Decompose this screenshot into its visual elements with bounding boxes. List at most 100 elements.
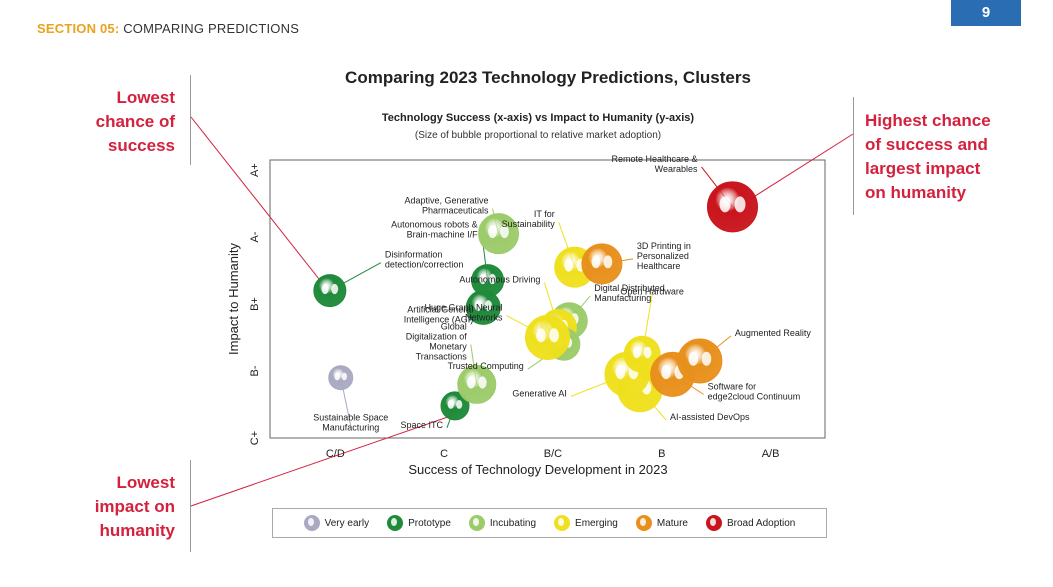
bubble [478, 213, 520, 255]
bubble-highlight [688, 351, 699, 366]
bubble-body [707, 181, 758, 233]
bubble-label: Software for edge2cloud Continuum [708, 381, 801, 401]
bubble-body [465, 289, 501, 325]
y-tick-label: A+ [249, 163, 261, 177]
legend-label: Prototype [408, 517, 451, 529]
bubble-highlight [456, 399, 463, 409]
legend-label: Mature [656, 517, 688, 529]
legend-swatch [303, 515, 320, 531]
bubble-highlight [331, 283, 339, 295]
legend-item: Emerging [554, 515, 618, 531]
bubble-highlight [549, 328, 559, 343]
bubble-highlight [488, 273, 496, 285]
bubble-highlight [564, 258, 574, 272]
legend-swatch [468, 515, 485, 531]
bubble-highlight [632, 346, 641, 359]
bubble [465, 289, 501, 325]
y-tick-labels: C+ B- B+ A- A+ [249, 163, 261, 445]
bubbles [313, 181, 758, 421]
section-number: SECTION 05: [37, 21, 120, 36]
bubble-body [677, 338, 723, 384]
bubble [328, 365, 354, 391]
bubble-highlight [334, 372, 340, 381]
bubble [707, 181, 758, 233]
bubble-body [328, 365, 354, 391]
legend-item: Mature [635, 515, 688, 531]
bubble-highlight [536, 328, 546, 343]
bubble-label: Huge Graph Neural Networks [424, 303, 503, 323]
bubble-label: Adaptive, Generative Pharmaceuticals [404, 196, 489, 216]
callout-divider [190, 460, 191, 552]
bubble-highlight [719, 196, 731, 213]
callout-line: impact on [94, 497, 175, 516]
callout-divider [853, 97, 854, 215]
legend-item: Very early [303, 515, 369, 531]
x-tick-labels: C/D C B/C B A/B [326, 448, 780, 460]
bubble [457, 364, 497, 404]
bubble-label: Remote Healthcare & Wearables [611, 154, 698, 174]
bubble-body [478, 213, 520, 255]
x-tick-label: C/D [326, 448, 345, 460]
bubble-highlight [321, 283, 329, 295]
bubble-body [457, 364, 497, 404]
bubble-highlight [734, 196, 746, 213]
bubble [525, 315, 570, 361]
chart-title: Comparing 2023 Technology Predictions, C… [345, 68, 751, 87]
chart-note: (Size of bubble proportional to relative… [415, 130, 661, 141]
bubble [677, 338, 723, 384]
bubble-label: Artificial General Intelligence (AGI) [404, 304, 474, 324]
bubble-label: Sustainable Space Manufacturing [313, 413, 388, 433]
legend-item: Incubating [468, 515, 537, 531]
callout-line: Lowest [116, 473, 175, 492]
page-number: 9 [951, 0, 1021, 26]
bubble-label: AI-assisted DevOps [670, 412, 750, 422]
callout-connectors [190, 116, 854, 507]
callout-line: success [107, 136, 175, 155]
bubble-highlight [615, 365, 626, 380]
x-tick-label: B/C [544, 448, 562, 460]
bubble-highlight [701, 351, 712, 366]
x-axis-label: Success of Technology Development in 202… [408, 462, 667, 477]
legend-swatch [554, 515, 571, 531]
legend-item: Prototype [387, 515, 451, 531]
legend-swatch [705, 515, 722, 531]
callout-line: humanity [99, 521, 175, 540]
bubble-highlight [603, 255, 613, 269]
section-title: COMPARING PREDICTIONS [123, 21, 300, 36]
legend-label: Emerging [575, 517, 618, 529]
bubble-highlight [488, 225, 497, 239]
y-tick-label: B- [249, 365, 261, 376]
bubble-labels: Disinformation detection/correction Autono… [313, 154, 811, 433]
bubble-label: Trusted Computing [448, 361, 524, 371]
legend-label: Broad Adoption [726, 517, 796, 529]
bubble-label: 3D Printing in Personalized Healthcare [637, 241, 691, 271]
bubble-label: Autonomous Driving [459, 274, 540, 284]
bubble-label: Open Hardware [620, 286, 684, 296]
bubble-highlight [643, 346, 652, 359]
bubble-body [623, 335, 661, 373]
bubble-highlight [484, 300, 493, 312]
y-tick-label: B+ [249, 297, 261, 311]
bubble-highlight [466, 376, 476, 389]
callout-lowest-impact: Lowest impact on humanity [60, 471, 175, 543]
callout-line: Highest chance [865, 111, 991, 130]
bubble-highlight [474, 300, 482, 312]
legend-label: Incubating [489, 517, 537, 529]
legend-item: Broad Adoption [705, 515, 796, 531]
bubble [471, 264, 505, 298]
bubble-highlight [500, 225, 509, 239]
legend: Very early Prototype Incubating Emerging Mat… [272, 508, 827, 538]
bubble-highlight [478, 376, 487, 389]
bubble-label: Generative AI [512, 388, 567, 398]
bubble-label: Space ITC [400, 420, 443, 430]
bubble-highlight [661, 365, 671, 380]
callout-line: chance of [95, 112, 175, 131]
chart-subtitle: Technology Success (x-axis) vs Impact to… [382, 112, 695, 124]
plot-area [269, 159, 826, 439]
y-tick-label: A- [249, 231, 261, 242]
bubble-highlight [447, 399, 454, 409]
callout-connector [190, 415, 452, 507]
bubble-label: IT for Sustainability [502, 209, 556, 229]
bubble-highlight [591, 255, 601, 269]
